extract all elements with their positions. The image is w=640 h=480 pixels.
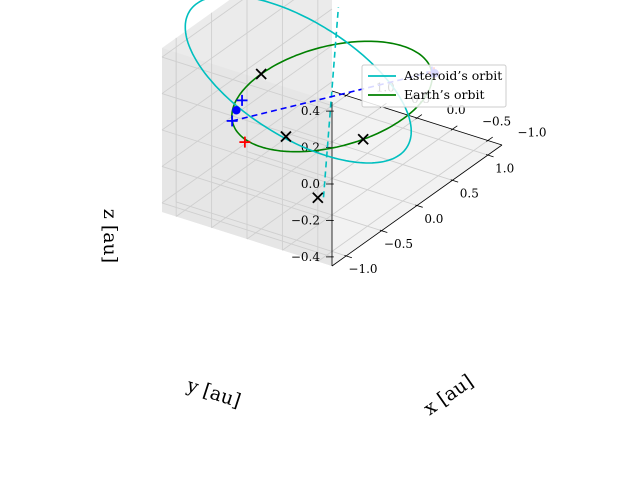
x-tick-label: −0.5 (384, 237, 413, 251)
dot-marker (232, 106, 241, 115)
x-marker (357, 133, 369, 145)
y-tick-label: −1.0 (517, 126, 546, 140)
x-marker-stroke (312, 192, 324, 204)
plus-marker-red (239, 136, 251, 148)
x-marker (255, 68, 267, 80)
gridline-z-xwall (161, 56, 333, 112)
tick-mark (450, 179, 459, 183)
x-marker (312, 192, 324, 204)
legend-label-earth: Earth’s orbit (404, 87, 485, 102)
gridline-z-xwall (161, 166, 333, 221)
x-axis-label: x [au] (420, 370, 478, 420)
asteroid-orbit-line (184, 0, 413, 164)
gridline-z-xwall (161, 93, 333, 148)
x-marker (280, 130, 292, 143)
gridline-z-ywall (161, 8, 333, 131)
tick-mark (486, 136, 493, 142)
gridline-y-floor (211, 106, 382, 229)
plus-marker-blue (236, 94, 248, 106)
tick-mark (485, 154, 494, 158)
x-marker-stroke (255, 68, 267, 80)
plus-marker-blue (226, 115, 238, 127)
tick-mark (450, 125, 458, 131)
y-axis-label: y [au] (183, 374, 243, 412)
legend-frame (361, 64, 507, 108)
gridline-z-xwall (161, 202, 333, 258)
legend-label-asteroid: Asteroid’s orbit (403, 68, 502, 83)
tick-mark (415, 204, 423, 208)
gridline-z-ywall (161, 45, 333, 167)
tick-mark (415, 114, 423, 120)
x-marker-stroke (357, 133, 369, 145)
gridline-y-floor (317, 140, 489, 262)
x-marker-stroke (280, 130, 292, 143)
gridline-z-ywall (161, 0, 244, 58)
y-tick-label: −0.5 (482, 114, 511, 128)
legend: Asteroid’s orbit Earth’s orbit (361, 64, 507, 108)
x-tick-label: 1.0 (495, 161, 514, 175)
gridline-z-xwall (161, 129, 333, 185)
z-tick-label: −0.2 (291, 213, 320, 227)
z-axis-label: z [au] (99, 209, 121, 263)
axes-grid (161, 0, 489, 262)
gridline-z-ywall (161, 0, 295, 94)
x-tick-label: 0.0 (424, 212, 443, 226)
gridline-y-floor (175, 95, 347, 217)
x-tick-label: −1.0 (348, 262, 377, 276)
z-tick-label: 0.0 (301, 177, 320, 191)
tick-mark (344, 254, 353, 259)
asteroid-apsidal-line (322, 7, 340, 198)
z-tick-label: 0.4 (301, 104, 320, 118)
tick-mark (379, 229, 388, 233)
gridline-y-floor (282, 128, 453, 251)
z-tick-label: −0.4 (291, 250, 321, 264)
x-tick-label: 0.5 (460, 187, 479, 201)
